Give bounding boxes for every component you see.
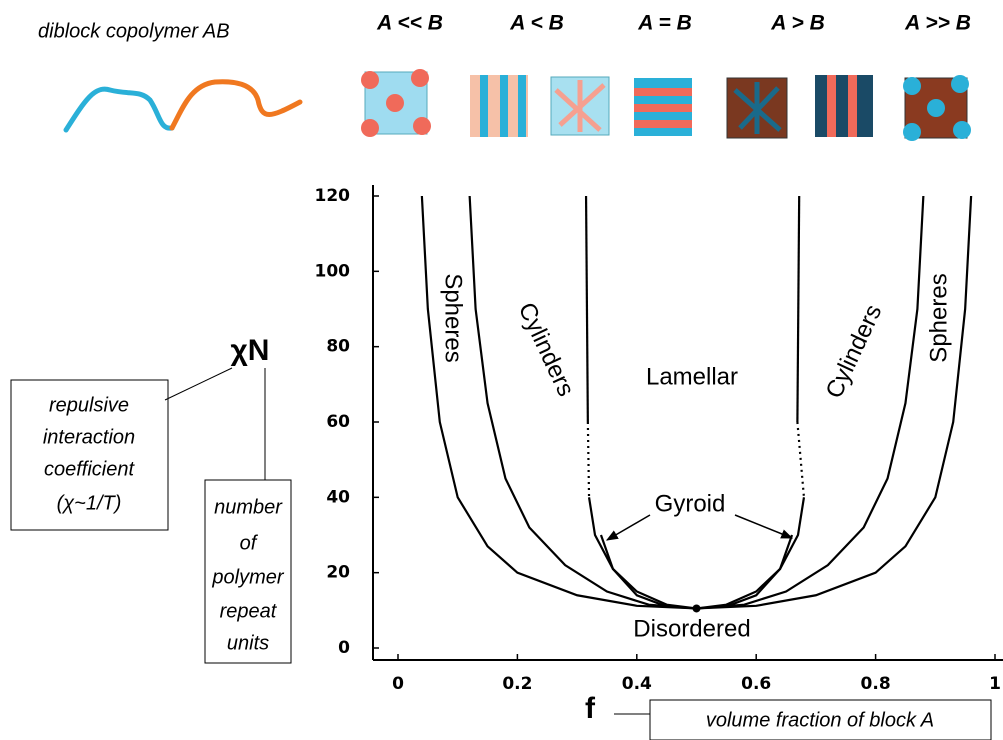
n-note: repeat (220, 600, 278, 622)
critical-point (693, 604, 701, 612)
chi-note: coefficient (44, 458, 135, 480)
y-tick-label: 0 (338, 638, 350, 658)
ratio-label: A = B (637, 12, 691, 35)
phase-boundary (797, 422, 804, 497)
f-note: volume fraction of block A (706, 709, 934, 731)
arrow (607, 515, 650, 540)
x-tick-label: 0.2 (502, 674, 532, 694)
n-note: number (214, 496, 283, 518)
chi-note: interaction (43, 426, 135, 448)
header-copolymer: diblock copolymer AB (38, 20, 230, 42)
ratio-label: A >> B (904, 12, 971, 35)
chi-note: (χ~1/T) (57, 492, 122, 514)
phase-boundary (470, 196, 924, 608)
y-tick-label: 80 (326, 337, 350, 357)
y-tick-label: 100 (315, 261, 351, 281)
region-label: Gyroid (655, 490, 726, 517)
phase-boundary (422, 196, 971, 608)
region-label: Lamellar (646, 363, 738, 390)
phase-boundary (588, 422, 589, 497)
y-axis-label: χN (231, 334, 270, 367)
y-tick-label: 20 (326, 563, 350, 583)
x-tick-label: 1 (989, 674, 1001, 694)
ratio-label: A > B (770, 12, 824, 35)
x-axis-label: f (585, 692, 596, 725)
n-note: polymer (211, 566, 284, 588)
arrow (735, 515, 792, 538)
chi-note: repulsive (49, 394, 129, 416)
n-note: of (240, 532, 259, 554)
phase-boundary (601, 535, 792, 608)
connector (165, 368, 232, 400)
n-note: units (227, 632, 269, 654)
chart: diblock copolymer AB A << B A < B A = B … (0, 0, 1003, 740)
x-tick-label: 0.6 (741, 674, 771, 694)
ratio-label: A << B (376, 12, 443, 35)
y-tick-label: 40 (326, 487, 350, 507)
x-tick-label: 0.4 (622, 674, 652, 694)
region-label: Spheres (925, 273, 952, 362)
polymer-chain (66, 82, 300, 130)
region-label: Cylinders (821, 300, 888, 402)
morphology-icons (361, 69, 971, 141)
region-label: Spheres (440, 273, 467, 362)
phase-boundary (797, 196, 799, 422)
x-tick-label: 0.8 (861, 674, 891, 694)
axes (373, 185, 1003, 660)
region-label: Disordered (633, 615, 750, 642)
region-label: Cylinders (513, 298, 580, 400)
x-tick-label: 0 (392, 674, 404, 694)
ratio-label: A < B (509, 12, 563, 35)
phase-boundary (586, 196, 588, 422)
y-tick-label: 60 (326, 412, 350, 432)
y-tick-label: 120 (315, 186, 351, 206)
